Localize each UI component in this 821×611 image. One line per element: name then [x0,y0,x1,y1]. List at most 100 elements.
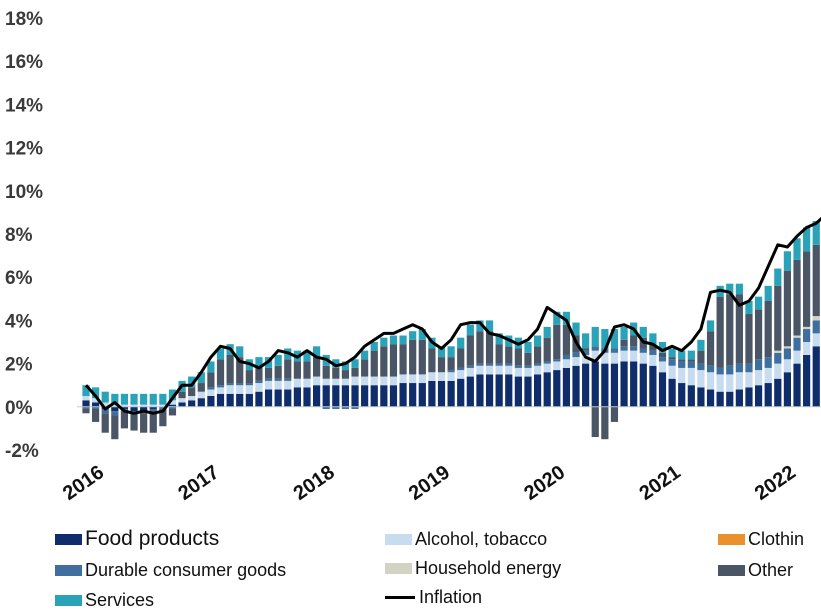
bar-segment [294,361,301,378]
bar-segment [544,372,551,407]
bar-segment [688,361,695,367]
bar-segment [803,355,810,407]
bar-segment [332,385,339,407]
bar-segment [669,359,676,365]
bar-segment [669,379,676,407]
bar-segment [697,370,704,387]
bar-segment [755,370,762,385]
bar-segment [342,370,349,379]
bar-segment [448,372,455,381]
bar-segment [467,366,474,368]
bar-segment [457,348,464,367]
bar-segment [726,294,733,365]
bar-segment [496,364,503,366]
bar-segment [102,413,109,432]
bar-segment [198,398,205,407]
bar-segment [111,407,118,411]
bar-segment [448,370,455,372]
bar-segment [265,381,272,390]
bar-segment [544,327,551,338]
bar-segment [620,361,627,406]
bar-segment [313,357,320,376]
bar-segment [678,361,685,367]
bar-segment [515,366,522,368]
bar-segment [697,351,704,364]
bar-segment [544,361,551,363]
bar-segment [246,383,253,385]
bar-segment [448,381,455,407]
bar-segment [130,413,137,430]
bar-segment [236,383,243,385]
bar-segment [342,385,349,407]
bar-segment [784,359,791,372]
bar-segment [803,342,810,355]
bar-segment [534,346,541,363]
bar-segment [275,379,282,381]
bar-segment [255,383,262,392]
bar-segment [793,238,800,260]
bar-segment [765,368,772,383]
bar-segment [486,364,493,366]
bar-segment [793,338,800,351]
bar-segment [188,387,195,396]
bar-segment [102,392,109,403]
bar-segment [121,394,128,405]
bar-segment [505,364,512,366]
bar-segment [563,368,570,407]
legend-swatch-energy [385,563,412,574]
bar-segment [313,377,320,386]
bar-segment [438,357,445,372]
bar-segment [255,392,262,407]
bar-segment [813,346,820,406]
x-tick-label: 2018 [290,461,339,505]
bar-segment [505,346,512,363]
bar-segment [659,357,666,361]
bar-segment [342,379,349,385]
bar-segment [476,364,483,366]
bar-segment [611,407,618,422]
bar-segment [592,346,599,350]
bar-segment [409,340,416,375]
x-tick-label: 2021 [636,461,685,505]
bar-segment [524,353,531,366]
bar-segment [592,407,599,437]
bar-segment [227,385,234,394]
bar-segment [159,394,166,405]
bar-segment [178,402,185,406]
bar-segment [255,381,262,383]
bar-segment [207,396,214,407]
bar-segment [236,394,243,407]
bar-segment [428,372,435,381]
bar-segment [399,344,406,374]
bar-segment [572,357,579,366]
bar-segment [649,351,656,355]
bar-segment [669,366,676,379]
bar-segment [793,260,800,336]
bar-segment [82,400,89,406]
y-tick-label: 10% [5,182,43,203]
bar-segment [659,361,666,372]
bar-segment [774,351,781,353]
bar-segment [399,336,406,345]
bar-segment [524,368,531,377]
bar-segment [323,385,330,407]
legend-item-durable: Durable consumer goods [55,560,286,581]
y-tick-label: 8% [5,225,33,246]
bar-segment [371,385,378,407]
bar-segment [688,351,695,360]
y-tick-label: 14% [5,95,43,116]
bar-segment [275,366,282,379]
legend-swatch-durable [55,565,82,576]
legend-item-food: Food products [55,527,219,551]
bar-segment [803,329,810,342]
bar-segment [755,385,762,407]
bar-segment [121,411,128,428]
bar-segment [496,344,503,363]
bar-segment [755,359,762,370]
legend-item-clothing: Clothin [718,529,804,550]
bar-segment [476,331,483,363]
bar-segment [717,392,724,407]
legend-swatch-food [55,534,82,545]
bar-segment [303,387,310,406]
legend-swatch-alcohol [385,534,412,545]
